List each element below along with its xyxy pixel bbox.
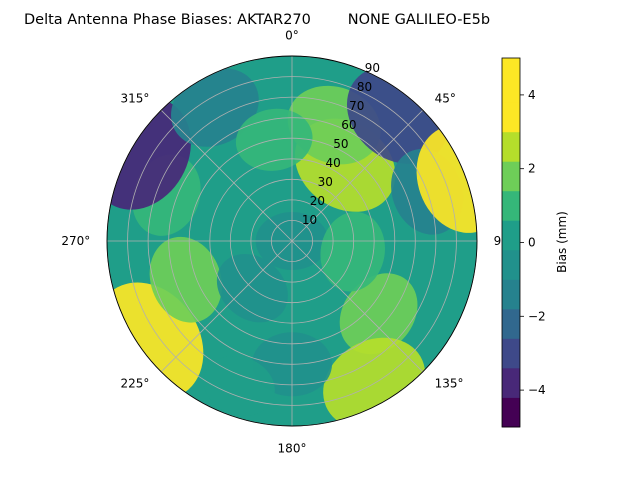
colorbar-segment-0 bbox=[502, 397, 520, 428]
colorbar-tick-label: −2 bbox=[528, 309, 546, 323]
angle-label-315: 315° bbox=[120, 91, 149, 105]
contour-region-14 bbox=[171, 68, 259, 147]
grid-spoke-45 bbox=[291, 109, 424, 242]
radial-label-60: 60 bbox=[341, 118, 356, 132]
contour-region-11 bbox=[149, 236, 222, 323]
chart-title: Delta Antenna Phase Biases: AKTAR270 NON… bbox=[24, 12, 490, 28]
colorbar-tick-label: 0 bbox=[528, 236, 536, 250]
contour-region-6 bbox=[339, 273, 418, 355]
colorbar-ticks: −4 −2 0 2 4 bbox=[520, 88, 546, 397]
colorbar-segment-9 bbox=[502, 131, 520, 162]
angle-label-135: 135° bbox=[435, 377, 464, 391]
polar-grid bbox=[106, 55, 478, 427]
radial-label-80: 80 bbox=[357, 80, 372, 94]
radial-tick-labels: 10 20 30 40 50 60 70 80 90 bbox=[302, 61, 380, 227]
radial-label-30: 30 bbox=[318, 175, 333, 189]
angle-label-0: 0° bbox=[285, 28, 299, 42]
colorbar-segment-6 bbox=[502, 220, 520, 251]
grid-spoke-225 bbox=[160, 240, 293, 373]
grid-spoke-315 bbox=[160, 109, 293, 242]
colorbar-segment-1 bbox=[502, 368, 520, 398]
polar-outer-boundary bbox=[106, 55, 478, 427]
colorbar-tick-label: 4 bbox=[528, 88, 536, 102]
radial-label-90: 90 bbox=[365, 61, 380, 75]
colorbar bbox=[501, 57, 521, 428]
grid-spoke-135 bbox=[291, 240, 424, 373]
angle-label-270: 270° bbox=[61, 234, 90, 248]
colorbar-segment-2 bbox=[502, 338, 520, 369]
contour-region-5 bbox=[416, 125, 477, 233]
colorbar-segment-7 bbox=[502, 190, 520, 221]
radial-label-40: 40 bbox=[326, 156, 341, 170]
colorbar-segment-5 bbox=[502, 249, 520, 280]
colorbar-tick-label: −4 bbox=[528, 383, 546, 397]
colorbar-segment-3 bbox=[502, 308, 520, 339]
colorbar-segment-10 bbox=[502, 102, 520, 133]
colorbar-segment-4 bbox=[502, 279, 520, 310]
angle-label-45: 45° bbox=[435, 91, 456, 105]
contour-region-9 bbox=[203, 355, 275, 416]
radial-label-20: 20 bbox=[310, 194, 325, 208]
colorbar-tick-label: 2 bbox=[528, 162, 536, 176]
angle-tick-labels: 0° 45° 90 135° 180° 225° 270° 315° bbox=[61, 28, 508, 455]
angle-label-180: 180° bbox=[278, 442, 307, 456]
radial-label-50: 50 bbox=[333, 137, 348, 151]
radial-label-10: 10 bbox=[302, 213, 317, 227]
angle-label-225: 225° bbox=[120, 377, 149, 391]
colorbar-segment-11 bbox=[502, 58, 520, 103]
colorbar-segment-8 bbox=[502, 161, 520, 192]
radial-label-70: 70 bbox=[349, 99, 364, 113]
colorbar-label: Bias (mm) bbox=[555, 211, 569, 273]
